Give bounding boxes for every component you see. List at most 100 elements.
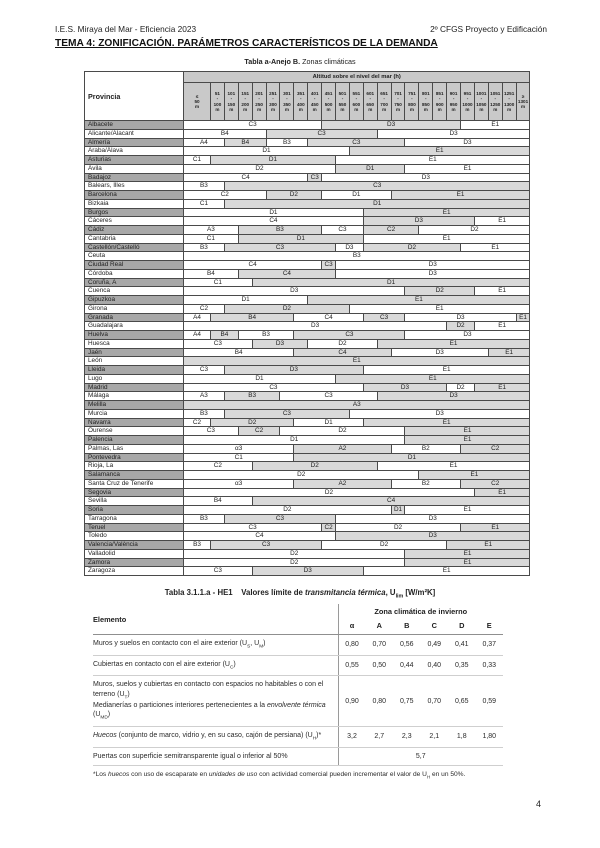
province-cell: Murcia <box>84 408 184 419</box>
climate-zone-cell: E1 <box>348 303 531 314</box>
climate-zone-cell: D1 <box>335 163 406 174</box>
climate-zone-cell: E1 <box>446 540 531 550</box>
climate-zone-cell: E1 <box>335 155 531 165</box>
climate-zone-cell: C3 <box>183 338 253 349</box>
province-cell: Valladolid <box>84 548 184 559</box>
climate-zone-cell: C3 <box>223 408 350 419</box>
climate-zone-cell: B4 <box>223 137 267 148</box>
climate-zone-cell: C3 <box>223 181 531 191</box>
altitude-column-header: 701-750 m <box>390 82 406 121</box>
u-table-row: Muros y suelos en contacto con el aire e… <box>93 634 503 656</box>
climate-zone-cell: B4 <box>210 330 239 340</box>
climate-zone-cell: D3 <box>404 330 531 340</box>
climate-zone-cell: D3 <box>390 347 489 358</box>
province-row: Salamanca D2 E1 <box>84 470 531 480</box>
province-cell: Araba/Álava <box>84 146 184 156</box>
climate-zone-cell: E1 <box>362 566 531 576</box>
province-cell: Palmas, Las <box>84 443 184 454</box>
climate-zone-cell: C3 <box>182 522 323 533</box>
province-cell: Coruña, A <box>84 277 184 288</box>
province-cell: Málaga <box>84 391 184 401</box>
climate-zone-cell: E1 <box>404 163 531 174</box>
climate-zone-cell: D1 <box>293 417 364 428</box>
u-value: 0,49 <box>420 634 448 656</box>
climate-zone-cell: D2 <box>362 242 462 253</box>
climate-zone-cell: D1 <box>223 198 531 209</box>
altitude-column-header: 551-600 m <box>348 82 364 121</box>
climate-zone-cell: D2 <box>182 548 406 559</box>
province-cell: Tarragona <box>84 513 184 524</box>
element-label: Muros, suelos y cubiertas en contacto co… <box>93 675 338 728</box>
climate-zone-cell: B3 <box>182 251 531 261</box>
climate-zone-cell: D2 <box>404 286 475 296</box>
climate-zone-cell: B3 <box>183 513 225 524</box>
climate-zone-cell: E1 <box>404 435 531 445</box>
climate-zone-cell: E1 <box>376 461 531 471</box>
climate-zone-cell: D1 <box>251 277 531 288</box>
climate-zone-cell: E1 <box>362 417 531 428</box>
climate-zone-cell: E1 <box>515 312 531 323</box>
province-row: Rioja, La C2 D2 E1 <box>84 461 531 471</box>
u-table-row: Muros, suelos y cubiertas en contacto co… <box>93 675 503 728</box>
province-cell: Segovia <box>84 487 184 498</box>
province-row: Zamora D2 E1 <box>84 557 531 568</box>
element-column-header: Elemento <box>93 604 338 635</box>
province-row: Valladolid D2 E1 <box>84 548 531 559</box>
climate-zone-cell: A3 <box>182 400 531 410</box>
climate-zone-cell: C2 <box>183 461 253 471</box>
climate-zone-cell: E1 <box>473 487 531 498</box>
province-row: Cádiz A3 B3 C3 C2 D2 <box>84 225 531 235</box>
altitude-column-header: 601-650 m <box>362 82 378 121</box>
climate-zone-cell: E1 <box>362 207 531 218</box>
climate-zone-cell: D1 <box>237 233 364 244</box>
u-value: 1,8 <box>448 726 476 748</box>
u-value: 0,44 <box>393 655 421 677</box>
altitude-column-header: 651-700 m <box>376 82 392 121</box>
climate-zone-cell: C4 <box>182 531 337 541</box>
climate-zone-cell: D3 <box>376 128 531 139</box>
u-value: 2,7 <box>365 726 393 748</box>
province-cell: Cáceres <box>84 216 184 226</box>
province-cell: Ciudad Real <box>84 260 184 270</box>
climate-zone-cell: α3 <box>182 443 295 454</box>
province-cell: Cuenca <box>84 286 184 296</box>
climate-zone-cell: E1 <box>460 120 531 130</box>
climate-zone-cell: E1 <box>362 233 531 244</box>
climate-zone-cell: E1 <box>460 522 531 533</box>
climate-zone-cell: D1 <box>321 190 392 200</box>
province-cell: Madrid <box>84 382 184 393</box>
province-row: Sevilla B4 C4 <box>84 496 531 506</box>
climate-zone-cell: D1 <box>182 373 337 384</box>
u-table-footnote: *Los huecos con uso de escaparate en uni… <box>93 771 466 780</box>
climate-zone-cell: D2 <box>183 505 392 515</box>
altitude-column-header: 401-450 m <box>307 82 323 121</box>
climate-zone-cell: E1 <box>473 286 531 296</box>
climate-zone-cell: C1 <box>182 452 295 463</box>
u-value: 2,1 <box>420 726 448 748</box>
page-number: 4 <box>536 799 542 809</box>
province-row: Murcia B3 C3 D3 <box>84 408 531 419</box>
climate-zone-cell: C1 <box>183 155 211 165</box>
u-value: 0,70 <box>420 675 448 728</box>
element-label: Cubiertas en contacto con el aire exteri… <box>93 655 338 677</box>
province-row: Melilla A3 <box>84 400 531 410</box>
climate-zone-cell: D3 <box>251 566 364 576</box>
u-table-title: Tabla 3.1.1.a - HE1 Valores límite de tr… <box>164 588 436 600</box>
province-row: Asturias C1 D1 E1 <box>84 155 531 165</box>
u-value: 0,50 <box>365 655 393 677</box>
altitude-column-header: ≥1301 m <box>515 82 531 121</box>
climate-zone-cell: D2 <box>209 417 295 428</box>
climate-zone-cell: C3 <box>265 128 378 139</box>
climate-zone-cell: C3 <box>362 312 406 323</box>
province-cell: Salamanca <box>84 470 184 480</box>
province-row: Huelva A4 B4 B3 C3 D3 <box>84 330 531 340</box>
climate-zone-cell: B3 <box>237 225 323 235</box>
u-value: 0,75 <box>393 675 421 728</box>
u-value: 0,56 <box>393 634 421 656</box>
climate-zone-cell: C3 <box>321 225 364 235</box>
province-row: Toledo C4 D3 <box>84 531 531 541</box>
header-left-text: I.E.S. Miraya del Mar - Eficiencia 2023 <box>55 24 197 34</box>
climate-zone-cell: D2 <box>335 522 462 533</box>
province-cell: Valencia/València <box>84 540 184 550</box>
